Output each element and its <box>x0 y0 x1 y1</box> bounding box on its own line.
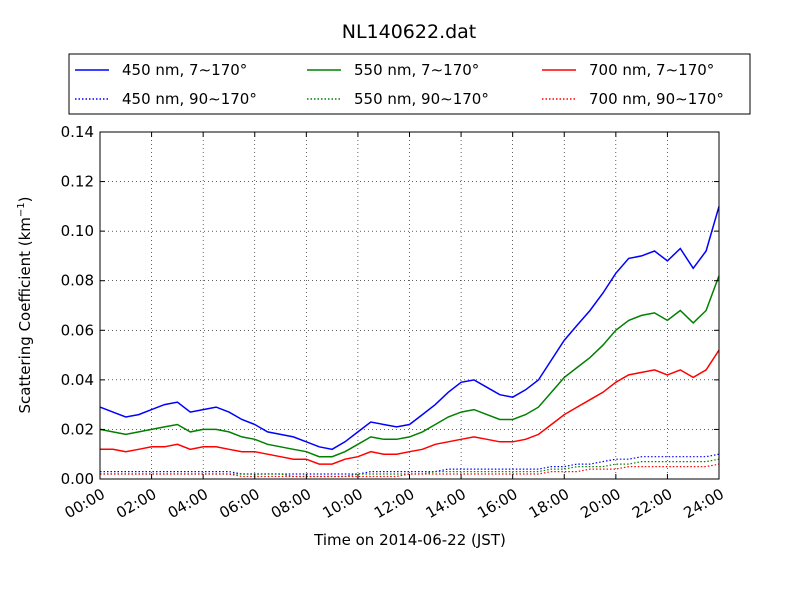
y-axis-label: Scattering Coefficient (km−1) <box>16 196 34 413</box>
legend-box <box>68 53 751 115</box>
x-tick-label: 00:00 <box>62 485 108 522</box>
x-tick-label: 14:00 <box>423 485 469 522</box>
plot-frame <box>100 132 719 479</box>
x-tick-label: 08:00 <box>268 485 314 522</box>
series-line-2 <box>99 275 720 458</box>
x-tick-label: 22:00 <box>629 485 675 522</box>
y-tick-label: 0.06 <box>61 321 94 339</box>
y-tick-label: 0.14 <box>61 123 94 141</box>
plot-border <box>99 131 720 480</box>
y-tick-label: 0.02 <box>61 420 94 438</box>
y-axis-label-close: ) <box>16 196 34 202</box>
x-tick-label: 02:00 <box>113 485 159 522</box>
x-tick-label: 20:00 <box>577 485 623 522</box>
x-tick-label: 04:00 <box>165 485 211 522</box>
y-tick-label: 0.04 <box>61 371 94 389</box>
legend-label: 700 nm, 90∼170° <box>589 90 724 108</box>
y-axis-label-main: Scattering Coefficient (km <box>16 217 34 413</box>
chart-title: NL140622.dat <box>342 21 477 43</box>
series-line-4 <box>100 349 720 465</box>
legend-label: 550 nm, 7∼170° <box>354 61 479 79</box>
x-tick-label: 10:00 <box>319 485 365 522</box>
x-tick-label: 16:00 <box>474 485 520 522</box>
y-tick-label: 0.08 <box>61 272 94 290</box>
legend-label: 450 nm, 90∼170° <box>122 90 257 108</box>
legend-label: 550 nm, 90∼170° <box>354 90 489 108</box>
x-axis-label: Time on 2014-06-22 (JST) <box>313 531 506 549</box>
x-tick-labels: 00:00 02:00 04:00 06:00 08:00 10:00 12:00 14:00… <box>62 485 727 522</box>
legend-label: 450 nm, 7∼170° <box>122 61 247 79</box>
y-tick-label: 0.00 <box>61 470 94 488</box>
x-tick-label: 24:00 <box>681 485 727 522</box>
series-lines <box>99 206 720 478</box>
x-tick-label: 12:00 <box>371 485 417 522</box>
x-tick-label: 18:00 <box>526 485 572 522</box>
series-line-0 <box>99 206 720 451</box>
plot-area <box>99 131 720 480</box>
y-axis-label-sup: −1 <box>16 202 27 217</box>
y-tick-label: 0.10 <box>61 222 94 240</box>
y-tick-label: 0.12 <box>61 173 94 191</box>
y-tick-labels: 0.00 0.02 0.04 0.06 0.08 0.10 0.12 0.14 <box>61 123 94 488</box>
legend-label: 700 nm, 7∼170° <box>589 61 714 79</box>
legend: 450 nm, 7∼170° 550 nm, 7∼170° 700 nm, 7∼17… <box>68 53 751 115</box>
x-tick-label: 06:00 <box>216 485 262 522</box>
